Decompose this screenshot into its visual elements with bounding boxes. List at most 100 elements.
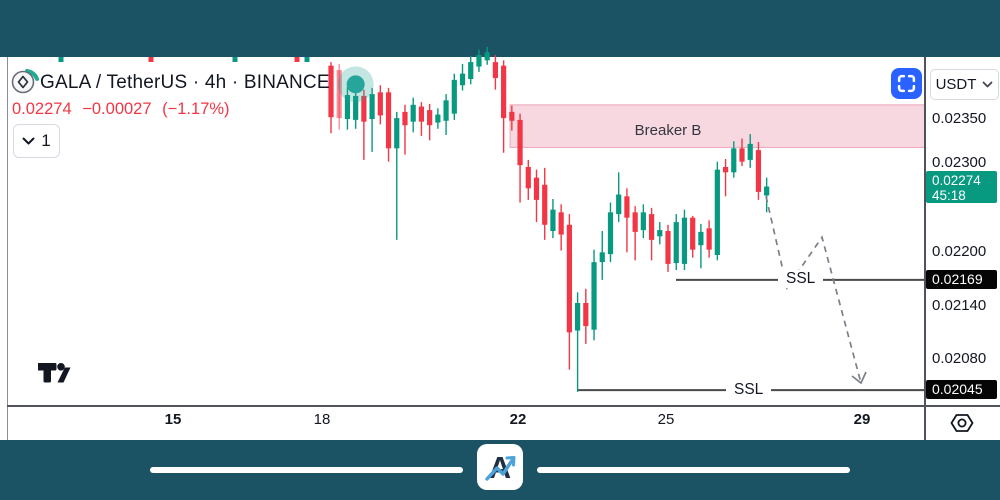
candle-up[interactable]: [550, 209, 556, 232]
breaker-zone[interactable]: [509, 104, 926, 148]
screenshot-button[interactable]: [891, 68, 922, 99]
candle-down[interactable]: [665, 231, 671, 264]
symbol-title[interactable]: GALA / TetherUS · 4h · BINANCE: [40, 72, 330, 93]
candle-up[interactable]: [476, 54, 482, 67]
axis-settings-icon[interactable]: [947, 410, 977, 438]
candle-up[interactable]: [443, 100, 449, 121]
candle-down[interactable]: [624, 196, 630, 218]
candle-down[interactable]: [690, 217, 696, 250]
candle-down[interactable]: [648, 214, 655, 240]
candle-down[interactable]: [558, 212, 564, 235]
candle-up[interactable]: [764, 186, 770, 196]
candle-down[interactable]: [385, 92, 392, 149]
level-price-badge: 0.02169: [926, 270, 997, 289]
candle-down[interactable]: [501, 65, 507, 119]
candle-up[interactable]: [344, 94, 351, 119]
price-tick-label: 0.02350: [932, 110, 987, 127]
price-tick-label: 0.02140: [932, 296, 987, 314]
candle-down[interactable]: [418, 106, 425, 122]
bar-countdown: 45:18: [932, 188, 966, 203]
clipped-candle-fragment: [148, 57, 154, 62]
clipped-candle-fragment: [294, 57, 300, 62]
candle-down[interactable]: [509, 111, 515, 121]
gala-coin-icon: [11, 69, 39, 94]
drawings-dropdown-button[interactable]: 1: [13, 124, 60, 158]
current-price-value: 0.02274: [932, 173, 981, 188]
clipped-candle-fragment: [304, 57, 310, 62]
candle-up[interactable]: [681, 217, 688, 264]
time-tick-label: 22: [509, 411, 527, 428]
candle-up[interactable]: [673, 222, 679, 264]
candlestick-chart[interactable]: [0, 0, 1000, 440]
candle-up[interactable]: [591, 262, 597, 330]
candle-up[interactable]: [599, 252, 605, 263]
app-logo: A: [477, 444, 523, 490]
candle-down[interactable]: [583, 303, 589, 327]
candle-up[interactable]: [451, 79, 457, 114]
tradingview-logo[interactable]: [36, 360, 74, 392]
time-tick-label: 25: [657, 411, 675, 428]
candle-down[interactable]: [525, 167, 531, 189]
candle-down[interactable]: [722, 167, 729, 173]
price-tick-label: 0.02080: [932, 350, 987, 367]
candle-up[interactable]: [714, 169, 720, 256]
candle-down[interactable]: [427, 110, 433, 126]
price-tick-label: 0.02300: [932, 154, 987, 172]
candle-down[interactable]: [361, 95, 367, 122]
app-logo-letter: A: [488, 449, 512, 485]
footer-line-right: [537, 467, 850, 473]
last-price: 0.02274: [12, 100, 72, 118]
candle-up[interactable]: [575, 303, 581, 331]
ssl-level-label[interactable]: SSL: [726, 381, 772, 399]
time-tick-label: 15: [164, 411, 182, 428]
candle-up[interactable]: [459, 73, 466, 86]
currency-label: USDT: [935, 76, 977, 93]
candle-down[interactable]: [533, 177, 540, 200]
time-axis-border: [7, 405, 1000, 407]
level-price-badge: 0.02045: [926, 380, 997, 399]
candle-up[interactable]: [394, 118, 400, 149]
projection-path[interactable]: [765, 196, 862, 384]
candle-down[interactable]: [566, 224, 572, 333]
price-tick-label: 0.02200: [932, 243, 987, 261]
candle-down[interactable]: [402, 111, 408, 126]
clipped-candle-fragment: [232, 57, 238, 62]
price-axis-border: [924, 57, 926, 440]
candle-down[interactable]: [632, 212, 638, 232]
price-change: −0.00027: [82, 100, 152, 118]
candle-up[interactable]: [747, 143, 753, 160]
selection-handle[interactable]: [346, 75, 365, 94]
candle-up[interactable]: [731, 148, 737, 173]
currency-selector[interactable]: USDT: [930, 69, 999, 100]
candle-up[interactable]: [468, 62, 474, 79]
app-logo-arrow-icon: [485, 456, 516, 481]
candle-up[interactable]: [410, 104, 416, 122]
candle-down[interactable]: [377, 92, 383, 116]
candle-up[interactable]: [369, 94, 375, 119]
candle-down[interactable]: [517, 119, 523, 166]
breaker-zone-label[interactable]: Breaker B: [634, 122, 702, 139]
candle-up[interactable]: [484, 52, 490, 61]
candle-up[interactable]: [435, 114, 441, 123]
candle-up[interactable]: [698, 231, 704, 246]
candle-down[interactable]: [492, 62, 498, 79]
candle-up[interactable]: [353, 95, 359, 120]
drawings-count: 1: [41, 131, 51, 150]
candle-down[interactable]: [328, 65, 334, 118]
top-frame-band: [0, 0, 1000, 57]
ssl-level-label[interactable]: SSL: [778, 270, 824, 288]
candle-up[interactable]: [640, 212, 646, 231]
projection-arrowhead: [851, 371, 867, 385]
candle-down[interactable]: [755, 150, 762, 192]
candle-down[interactable]: [706, 228, 712, 250]
candle-down[interactable]: [542, 184, 548, 225]
candle-down[interactable]: [336, 70, 342, 119]
candle-up[interactable]: [657, 230, 663, 237]
clipped-candle-fragment: [58, 57, 64, 62]
quote-line: 0.02274 −0.00027 (−1.17%): [12, 100, 236, 119]
candle-down[interactable]: [739, 148, 745, 162]
candle-up[interactable]: [607, 212, 614, 255]
candle-up[interactable]: [616, 194, 622, 215]
footer-line-left: [150, 467, 463, 473]
